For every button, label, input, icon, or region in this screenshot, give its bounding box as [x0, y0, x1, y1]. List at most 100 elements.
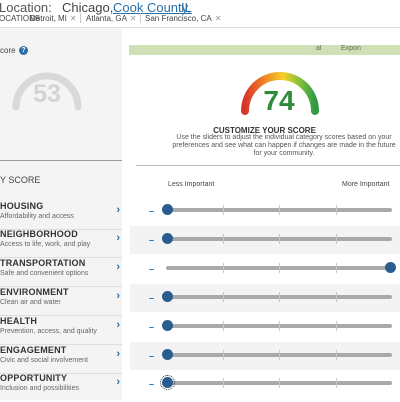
minus-icon[interactable]: –	[149, 351, 155, 361]
category-name: ENGAGEMENT	[0, 345, 67, 355]
map-strip: al Expon	[129, 45, 400, 55]
slider-tick	[279, 205, 280, 215]
slider-thumb[interactable]	[160, 375, 175, 390]
slider-tick	[279, 292, 280, 302]
slider-row-engagement: –	[130, 342, 400, 370]
minus-icon[interactable]: –	[149, 379, 155, 389]
mini-score-gauge	[12, 72, 82, 111]
close-icon[interactable]: ✕	[214, 14, 222, 23]
location-state-link[interactable]: IL	[181, 0, 192, 15]
slider-tick	[335, 378, 337, 388]
slider-thumb[interactable]	[385, 262, 396, 273]
slider-tick	[279, 321, 280, 331]
chevron-right-icon[interactable]: ›	[116, 319, 120, 331]
customize-panel	[129, 45, 400, 400]
help-icon[interactable]: ?	[19, 46, 28, 55]
slider-tick	[222, 350, 224, 360]
row-divider	[0, 315, 122, 316]
divider	[0, 160, 122, 161]
close-icon[interactable]: ✕	[129, 14, 137, 23]
location-city: Chicago,	[62, 0, 114, 15]
category-item-health[interactable]: HEALTH Prevention, access, and quality ›	[0, 316, 122, 345]
slider-thumb[interactable]	[162, 233, 173, 244]
chevron-right-icon[interactable]: ›	[116, 232, 120, 244]
slider-row-environment: –	[130, 284, 400, 312]
chevron-right-icon[interactable]: ›	[116, 290, 120, 302]
customize-title: CUSTOMIZE YOUR SCORE	[213, 126, 316, 135]
category-description: Inclusion and possibilities	[0, 385, 79, 392]
category-item-engagement[interactable]: ENGAGEMENT Civic and social involvement …	[0, 345, 122, 374]
slider-tick	[279, 350, 280, 360]
comparison-chip: San Francisco, CA ✕	[145, 14, 221, 23]
row-divider	[0, 344, 122, 345]
header-divider	[0, 27, 400, 28]
chevron-right-icon[interactable]: ›	[116, 204, 120, 216]
category-item-environment[interactable]: ENVIRONMENT Clean air and water ›	[0, 287, 122, 316]
comparison-chip: Detroit, MI ✕	[30, 14, 77, 23]
category-description: Prevention, access, and quality	[0, 328, 97, 335]
location-county-link[interactable]: Cook County,	[113, 0, 191, 15]
map-label: Expon	[341, 45, 361, 52]
comparisons-label: OCATIONS:	[0, 14, 43, 23]
chevron-right-icon[interactable]: ›	[116, 261, 120, 273]
minus-icon[interactable]: –	[149, 293, 155, 303]
category-item-opportunity[interactable]: OPPORTUNITY Inclusion and possibilities …	[0, 373, 122, 402]
row-divider	[0, 373, 122, 374]
category-name: NEIGHBORHOOD	[0, 229, 78, 239]
map-label: al	[316, 45, 322, 52]
slider-tick	[335, 292, 337, 302]
more-important-label: More Important	[342, 181, 390, 188]
slider-row-neighborhood: –	[130, 226, 400, 254]
slider-tick	[335, 234, 337, 244]
minus-icon[interactable]: –	[149, 235, 155, 245]
category-item-transportation[interactable]: TRANSPORTATION Safe and convenient optio…	[0, 258, 122, 287]
category-item-neighborhood[interactable]: NEIGHBORHOOD Access to life, work, and p…	[0, 229, 122, 258]
slider-tick	[222, 234, 224, 244]
row-divider	[0, 229, 122, 230]
slider-row-opportunity: –	[130, 370, 400, 398]
divider	[136, 165, 400, 166]
category-name: OPPORTUNITY	[0, 373, 68, 383]
slider-row-transportation: –	[130, 255, 400, 283]
total-score-value: 53	[33, 80, 61, 108]
category-description: Affordability and access	[0, 213, 74, 220]
category-name: TRANSPORTATION	[0, 258, 86, 268]
slider-tick	[335, 321, 337, 331]
row-divider	[0, 257, 122, 258]
less-important-label: Less Important	[168, 181, 215, 188]
slider-row-health: –	[130, 313, 400, 341]
slider-tick	[222, 321, 224, 331]
slider-thumb[interactable]	[162, 291, 173, 302]
slider-tick	[222, 378, 224, 388]
customized-score-value: 74	[263, 85, 295, 116]
row-divider	[0, 286, 122, 287]
slider-tick	[335, 263, 337, 273]
category-description: Clean air and water	[0, 299, 61, 306]
location-label: Location:	[0, 0, 52, 15]
slider-tick	[279, 263, 280, 273]
close-icon[interactable]: ✕	[69, 14, 77, 23]
category-description: Safe and convenient options	[0, 270, 89, 277]
comparison-chip-label: Atlanta, GA	[86, 14, 127, 23]
minus-icon[interactable]: –	[149, 206, 155, 216]
slider-thumb[interactable]	[162, 320, 173, 331]
category-description: Access to life, work, and play	[0, 241, 91, 248]
minus-icon[interactable]: –	[149, 264, 155, 274]
comparison-chip: Atlanta, GA ✕	[86, 14, 137, 23]
slider-tick	[222, 292, 224, 302]
comparison-chip-label: Detroit, MI	[30, 14, 67, 23]
category-item-housing[interactable]: HOUSING Affordability and access ›	[0, 201, 122, 230]
minus-icon[interactable]: –	[149, 322, 155, 332]
slider-tick	[335, 350, 337, 360]
slider-thumb[interactable]	[162, 349, 173, 360]
category-name: HEALTH	[0, 316, 38, 326]
slider-tick	[279, 234, 280, 244]
slider-thumb[interactable]	[162, 204, 173, 215]
chevron-right-icon[interactable]: ›	[116, 348, 120, 360]
slider-tick	[222, 263, 224, 273]
chevron-right-icon[interactable]: ›	[116, 376, 120, 388]
slider-tick	[279, 378, 280, 388]
customize-description: Use the sliders to adjust the individual…	[172, 134, 396, 157]
divider	[80, 13, 81, 23]
category-name: HOUSING	[0, 201, 44, 211]
